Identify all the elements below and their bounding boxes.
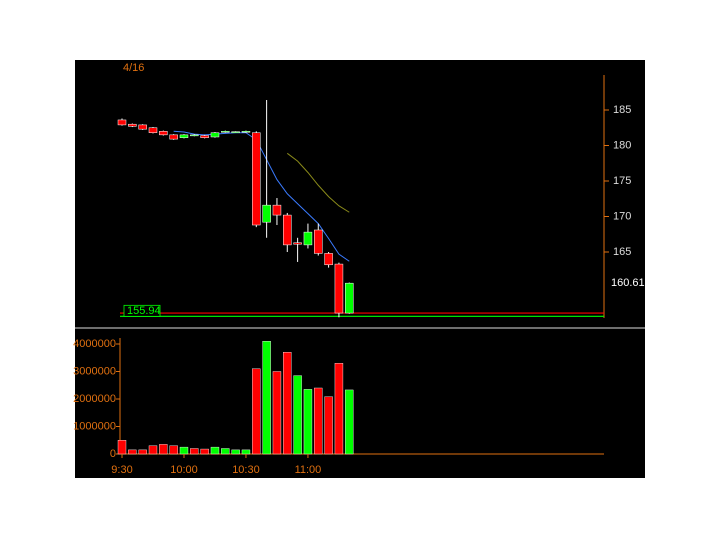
moving-average [286,152,350,213]
date-label: 4/16 [123,62,144,74]
volume-bar [231,449,240,455]
y-tick-label: 1000000 [73,420,116,432]
candle-body [190,134,199,137]
moving-average [173,130,350,262]
volume-bar [252,368,261,455]
candle-body [334,263,344,314]
volume-bar [272,371,282,455]
candle-body [283,214,292,246]
candle-body [345,282,354,314]
volume-bar [345,389,354,455]
candle-body [262,204,271,223]
volume-bar [117,440,127,455]
candle-body [117,119,127,126]
y-tick-label: 2000000 [73,393,116,405]
y-tick-label: 185 [613,104,631,116]
volume-bar [262,341,271,455]
volume-bar [138,449,147,455]
candle-body [221,131,230,133]
level-label: 155.94 [127,305,161,317]
x-tick-label: 11:00 [295,464,322,476]
x-tick-label: 9:30 [111,464,132,476]
candle-body [200,135,209,138]
volume-bar [179,446,189,455]
volume-bar [190,448,199,455]
candle-body [179,134,189,138]
candle-body [159,131,168,136]
last-price-label: 160.61 [611,277,645,289]
volume-bar [324,396,333,455]
y-tick-label: 4000000 [73,338,116,350]
candle-body [138,124,147,130]
volume-bar [283,352,292,455]
y-tick-label: 165 [613,246,631,258]
volume-bar [334,363,344,455]
candle-body [169,134,178,140]
level-label-box [123,304,161,317]
candle-body [210,132,220,138]
volume-bar [148,445,158,455]
volume-bar [200,448,209,455]
candle-body [272,204,282,216]
volume-bar [293,375,302,455]
y-tick-label: 0 [110,448,116,460]
candle-body [252,132,261,226]
chart-panel [75,60,645,478]
candle-body [241,131,251,133]
volume-bar [128,449,137,455]
volume-bar [221,448,230,455]
candle-body [128,123,137,127]
volume-bar [159,444,168,455]
candle-body [314,229,323,254]
candle-body [293,242,302,245]
candle-body [231,131,240,133]
candle-body [303,231,313,246]
volume-bar [241,449,251,455]
volume-bar [303,389,313,455]
y-tick-label: 175 [613,175,631,187]
y-tick-label: 3000000 [73,365,116,377]
y-tick-label: 170 [613,210,631,222]
y-tick-label: 180 [613,139,631,151]
x-tick-label: 10:00 [170,464,198,476]
candle-body [324,253,333,266]
volume-bar [169,445,178,455]
volume-bar [210,446,220,455]
candle-body [148,127,158,133]
volume-bar [314,387,323,455]
x-tick-label: 10:30 [232,464,260,476]
